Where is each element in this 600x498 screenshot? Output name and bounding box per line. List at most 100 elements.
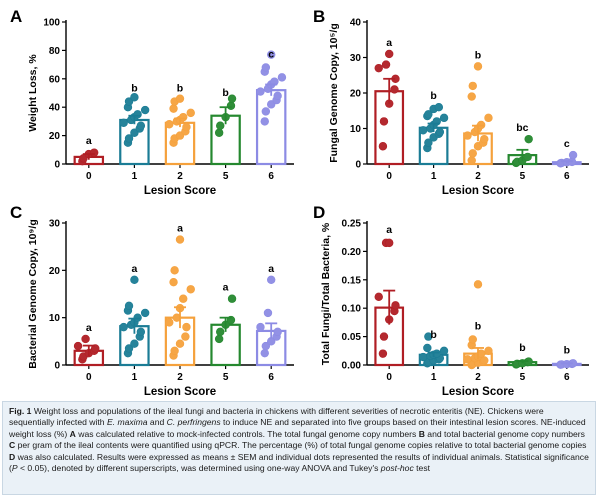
y-axis-label: Fungal Genome Copy, 10⁵/g (328, 23, 340, 163)
panel-d: D 0.00 0.05 0.10 0.15 0.20 0.25 Total Fungi/Tot… (313, 203, 589, 398)
significance-letter: b (177, 83, 183, 95)
y-tick-label: 0 (355, 160, 361, 171)
data-point (378, 142, 388, 151)
y-tick-label: 40 (350, 18, 362, 29)
significance-letter: c (564, 138, 570, 150)
data-point (378, 349, 388, 358)
data-point (379, 332, 389, 341)
data-point (227, 294, 237, 303)
caption-italic: P (11, 463, 18, 474)
data-point (261, 341, 271, 351)
y-tick-label: 20 (350, 89, 362, 100)
caption-text: per gram of the ileal contents were quan… (15, 440, 587, 451)
bar (210, 114, 241, 166)
data-point (379, 117, 389, 126)
data-point (89, 148, 99, 157)
x-tick-label: 1 (132, 171, 138, 182)
panel-letter: C (10, 203, 22, 222)
data-point (119, 118, 128, 128)
significance-letter: a (386, 37, 392, 49)
y-tick-label: 80 (49, 46, 61, 57)
data-point (434, 102, 444, 112)
data-point (385, 238, 394, 248)
y-axis-label: Bacterial Genome Copy, 10⁹/g (27, 219, 39, 369)
data-point (424, 110, 433, 119)
caption-label: Fig. 1 (9, 406, 32, 416)
data-point (175, 235, 185, 244)
data-point (273, 91, 282, 101)
data-point (473, 62, 483, 71)
data-point (256, 322, 265, 332)
caption-ref: A (69, 428, 76, 439)
caption-text: to induce NE and separated into five gro… (9, 417, 586, 439)
data-point (435, 127, 445, 137)
data-point (130, 93, 139, 102)
data-point (468, 81, 477, 91)
data-point (473, 280, 483, 289)
y-tick-label: 0.20 (342, 247, 362, 258)
significance-letter: b (430, 329, 436, 341)
data-point (260, 348, 269, 358)
data-point (277, 73, 287, 82)
significance-letter: b (475, 320, 481, 332)
data-point (214, 128, 224, 137)
y-tick-label: 0 (54, 361, 60, 372)
data-point (463, 355, 472, 364)
data-point (175, 94, 185, 103)
data-point (267, 275, 276, 284)
caption-text: test (413, 463, 431, 474)
x-tick-label: 0 (386, 372, 392, 383)
data-point (124, 301, 134, 311)
x-tick-label: 6 (268, 372, 274, 383)
data-point (374, 292, 383, 302)
significance-letter: a (177, 223, 183, 235)
data-point (463, 131, 472, 140)
data-point (423, 343, 432, 353)
caption-text: was calculated relative to mock-infected… (75, 428, 419, 439)
data-point (133, 313, 142, 322)
panel-letter: A (10, 7, 22, 26)
data-point (480, 356, 489, 365)
data-point (261, 63, 271, 72)
data-point (165, 120, 174, 129)
data-point (216, 121, 225, 130)
x-tick-label: 2 (177, 372, 183, 383)
data-point (374, 63, 383, 73)
caption-ref: C (9, 440, 16, 451)
data-point (484, 113, 493, 123)
data-point (186, 285, 195, 294)
significance-letter: b (475, 49, 481, 61)
y-tick-label: 20 (49, 266, 61, 277)
caption-italic: E. maxima (106, 417, 148, 428)
panel-a: A 0 20 40 60 80 100 Weight Loss, % Lesion Score 0… (10, 7, 294, 197)
data-point (124, 134, 134, 143)
caption-text: < 0.05), denoted by different superscrip… (17, 463, 381, 474)
y-tick-label: 30 (49, 219, 61, 230)
x-tick-label: 2 (177, 171, 183, 182)
y-tick-label: 0.05 (342, 332, 362, 343)
data-point (130, 275, 139, 284)
caption-italic: C. perfringens (166, 417, 221, 428)
significance-letter: b (131, 83, 137, 95)
data-point (216, 327, 225, 337)
data-point (468, 335, 477, 344)
data-point (140, 105, 150, 115)
significance-letter: b (519, 342, 525, 354)
significance-letter: b (430, 90, 436, 102)
data-point (480, 134, 489, 144)
data-point (226, 101, 236, 110)
y-tick-label: 60 (49, 74, 61, 85)
y-tick-label: 0.00 (342, 361, 362, 372)
data-point (467, 92, 476, 101)
data-point (136, 327, 146, 337)
data-point (418, 126, 428, 135)
data-point (214, 334, 224, 344)
significance-letter: a (86, 322, 92, 334)
y-tick-label: 0.25 (342, 219, 362, 230)
panel-letter: B (313, 7, 325, 26)
significance-letter: a (268, 263, 274, 275)
caption-ref: B (418, 428, 425, 439)
data-point (179, 294, 188, 303)
x-tick-label: 1 (431, 171, 437, 182)
x-tick-label: 2 (475, 372, 481, 383)
